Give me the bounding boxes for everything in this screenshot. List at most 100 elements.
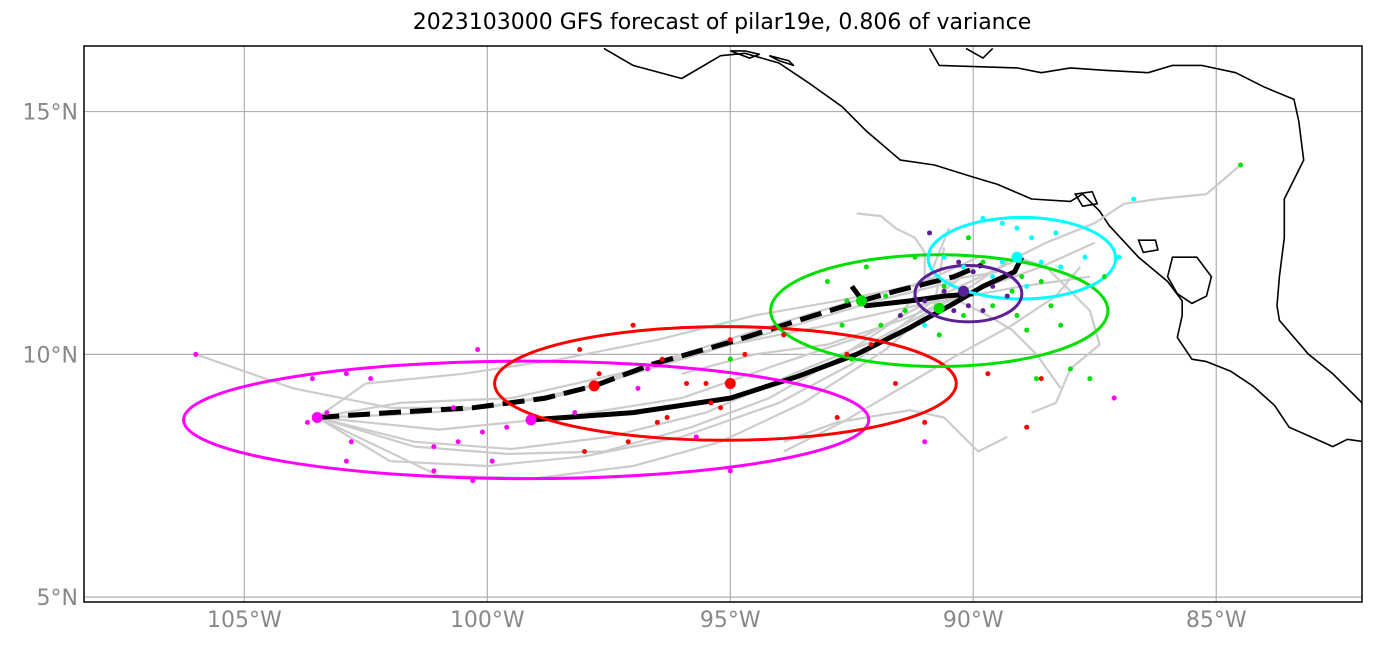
member-point <box>927 230 933 236</box>
coastline <box>965 47 994 59</box>
member-point <box>654 419 660 425</box>
member-point <box>970 269 976 275</box>
member-point <box>1004 293 1010 299</box>
member-point <box>1058 322 1064 328</box>
member-point <box>941 254 947 260</box>
member-point <box>1009 288 1015 294</box>
member-point <box>645 366 651 372</box>
member-point <box>475 346 481 352</box>
mean-position-marker <box>525 414 537 426</box>
member-point <box>1058 264 1064 270</box>
member-point <box>455 439 461 445</box>
mean-position-marker <box>588 380 600 392</box>
coastlines <box>603 47 1362 448</box>
member-point <box>572 410 578 416</box>
mean-track-solid <box>530 256 1025 423</box>
member-point <box>450 405 456 411</box>
member-point <box>922 439 928 445</box>
mean-position-marker <box>933 302 945 314</box>
member-point <box>1014 313 1020 319</box>
lon-tick-label: 100°W <box>450 608 525 633</box>
lat-tick-label: 5°N <box>37 586 78 611</box>
ensemble-track <box>316 266 975 468</box>
member-point <box>1024 283 1030 289</box>
mean-position-marker <box>724 377 736 389</box>
member-point <box>1131 196 1137 202</box>
member-point <box>985 371 991 377</box>
member-point <box>1048 303 1054 309</box>
member-point <box>839 322 845 328</box>
ensemble-track <box>1016 256 1101 414</box>
lake-outline <box>1137 239 1159 254</box>
member-point <box>956 259 962 265</box>
member-point <box>965 303 971 309</box>
member-point <box>343 458 349 464</box>
member-point <box>999 259 1005 265</box>
member-point <box>1038 376 1044 382</box>
member-point <box>742 351 748 357</box>
lake-outline <box>1073 190 1099 208</box>
member-point <box>368 376 374 382</box>
member-point <box>684 380 690 386</box>
ellipse-purple <box>913 263 1024 324</box>
member-point <box>693 434 699 440</box>
member-point <box>844 298 850 304</box>
member-point <box>912 254 918 260</box>
member-point <box>635 385 641 391</box>
member-point <box>1067 366 1073 372</box>
member-point <box>309 376 315 382</box>
lon-tick-label: 105°W <box>207 608 282 633</box>
member-point <box>922 298 928 304</box>
member-point <box>844 351 850 357</box>
member-point <box>718 405 724 411</box>
coastline <box>603 47 1362 448</box>
member-point <box>902 308 908 314</box>
member-point <box>941 283 947 289</box>
member-point <box>961 264 967 270</box>
member-point <box>1014 225 1020 231</box>
graticule <box>84 46 1362 602</box>
member-point <box>727 356 733 362</box>
member-point <box>878 322 884 328</box>
member-point <box>1087 376 1093 382</box>
member-point <box>999 220 1005 226</box>
member-point <box>1029 235 1035 241</box>
ensemble-track <box>783 409 1008 453</box>
ellipse-magenta <box>182 359 871 481</box>
member-point <box>664 414 670 420</box>
member-point <box>922 322 928 328</box>
member-point <box>1019 274 1025 280</box>
member-point <box>630 322 636 328</box>
member-point <box>849 356 855 362</box>
member-point <box>1038 279 1044 285</box>
member-point <box>824 279 830 285</box>
map-frame <box>83 45 1363 603</box>
member-point <box>708 400 714 406</box>
member-point <box>863 264 869 270</box>
member-point <box>897 313 903 319</box>
ensemble-tracks <box>195 164 1242 480</box>
member-point <box>1053 230 1059 236</box>
mean-position-marker <box>958 285 970 297</box>
member-point <box>504 424 510 430</box>
ensemble-track <box>929 299 1062 389</box>
member-point <box>1038 259 1044 265</box>
member-point <box>922 419 928 425</box>
member-point <box>659 356 665 362</box>
member-point <box>1033 376 1039 382</box>
member-point <box>348 439 354 445</box>
lon-tick-label: 85°W <box>1186 608 1247 633</box>
mean-position-marker <box>855 295 867 307</box>
member-point <box>1238 162 1244 168</box>
member-point <box>936 332 942 338</box>
member-point <box>1111 395 1117 401</box>
mean-tracks <box>317 256 1025 423</box>
lon-tick-label: 95°W <box>700 608 761 633</box>
member-point <box>990 303 996 309</box>
member-point <box>1082 254 1088 260</box>
forecast-points <box>193 162 1244 484</box>
member-point <box>834 414 840 420</box>
lon-tick-label: 90°W <box>943 608 1004 633</box>
ensemble-track <box>1016 164 1242 259</box>
